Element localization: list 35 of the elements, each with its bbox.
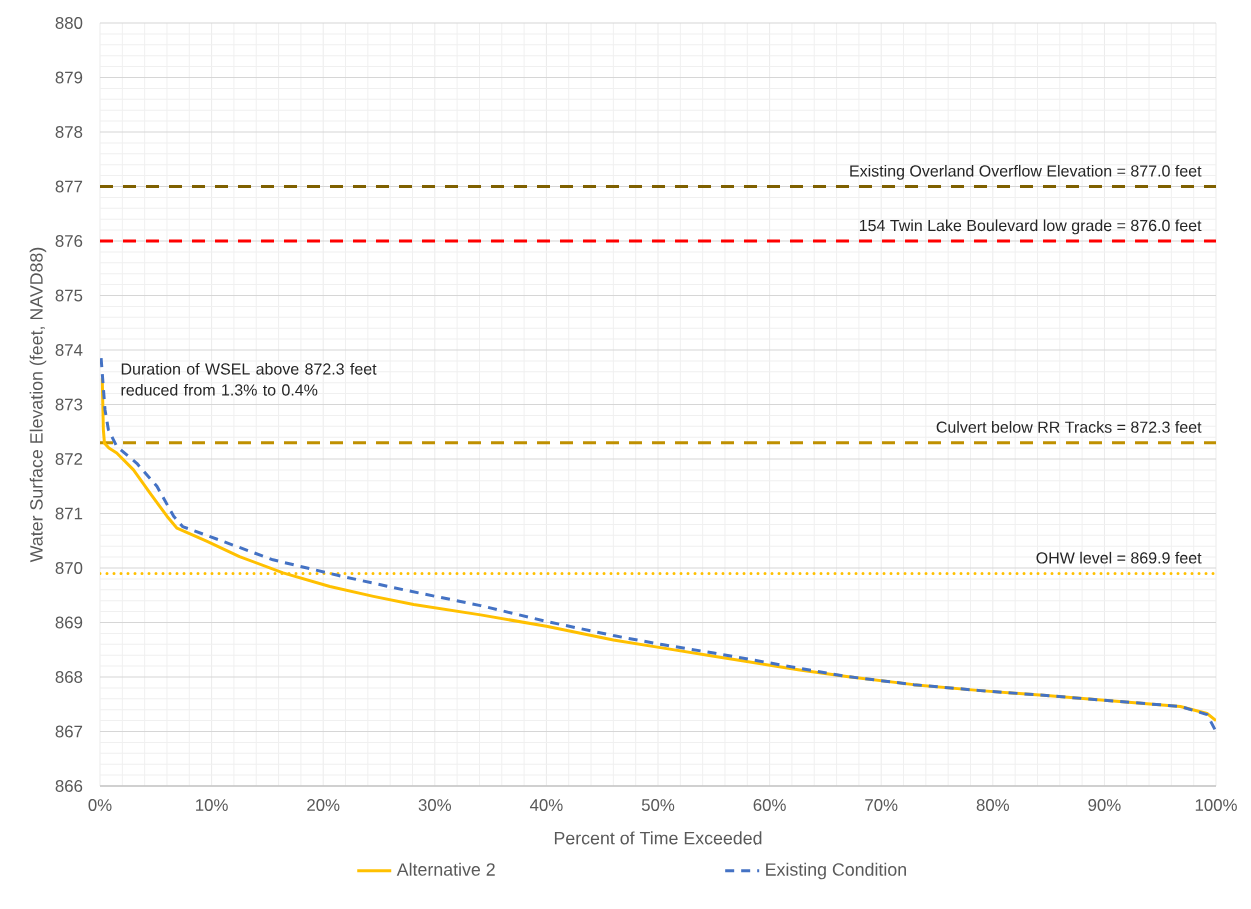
ref-line-label: Culvert below RR Tracks = 872.3 feet	[936, 421, 1202, 433]
y-tick-label: 870	[55, 562, 83, 574]
y-axis-title: Water Surface Elevation (feet, NAVD88)	[29, 247, 47, 563]
y-tick-label: 876	[55, 235, 83, 247]
y-tick-label: 867	[55, 725, 83, 738]
x-tick-label: 20%	[307, 799, 340, 811]
x-tick-label: 30%	[418, 799, 452, 811]
y-tick-label: 873	[55, 398, 83, 411]
x-tick-label: 40%	[529, 799, 563, 811]
annotation: Duration of WSEL above 872.3 feet reduced from 1.3% to 0.4%	[121, 362, 377, 396]
y-tick-label: 871	[55, 507, 83, 520]
x-tick-label: 80%	[976, 799, 1010, 811]
y-tick-label: 869	[55, 616, 83, 629]
y-tick-label: 874	[55, 344, 83, 356]
y-tick-label: 880	[55, 17, 83, 29]
x-tick-label: 50%	[641, 799, 675, 811]
x-tick-label: 90%	[1088, 799, 1121, 811]
ref-line-label: 154 Twin Lake Boulevard low grade = 876.0 feet	[859, 219, 1202, 235]
y-tick-label: 875	[55, 289, 83, 302]
x-tick-label: 10%	[196, 799, 228, 811]
y-tick-label: 866	[55, 780, 83, 792]
legend-label: Existing Condition	[766, 862, 906, 880]
y-tick-label: 877	[55, 180, 83, 193]
ref-line-label: OHW level = 869.9 feet	[1036, 551, 1202, 564]
x-tick-label: 0%	[88, 799, 112, 811]
x-tick-label: 70%	[865, 799, 898, 811]
ref-line-label: Existing Overland Overflow Elevation = 877.0 feet	[850, 164, 1202, 180]
x-tick-label: 100%	[1195, 799, 1237, 811]
y-tick-label: 879	[55, 71, 83, 84]
x-tick-label: 60%	[753, 799, 786, 811]
y-tick-label: 868	[55, 671, 83, 683]
legend-label: Alternative 2	[396, 862, 495, 876]
x-axis-title: Percent of Time Exceeded	[554, 831, 762, 845]
y-tick-label: 878	[55, 126, 83, 138]
y-tick-label: 872	[55, 453, 83, 465]
